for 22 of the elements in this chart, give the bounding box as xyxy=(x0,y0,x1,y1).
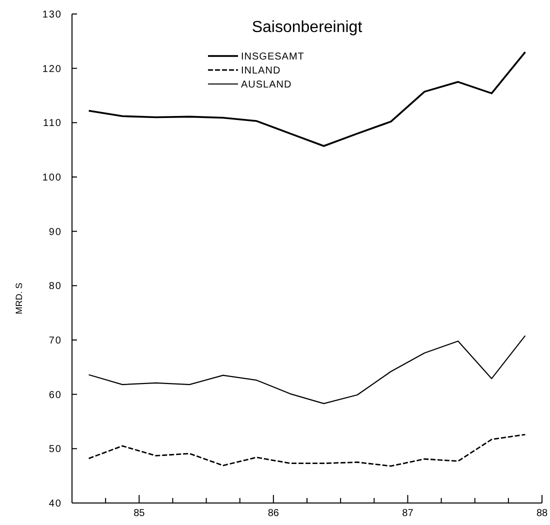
y-tick-label: 80 xyxy=(48,281,62,292)
line-series xyxy=(88,434,526,467)
y-tick-label: 90 xyxy=(48,226,62,238)
x-tick-label: 87 xyxy=(402,508,414,519)
x-tick-label: 88 xyxy=(536,508,548,519)
y-tick-label: 120 xyxy=(42,64,62,75)
y-tick-label: 100 xyxy=(42,172,62,184)
x-tick-label: 85 xyxy=(134,508,146,519)
y-tick-label: 50 xyxy=(48,444,62,456)
y-tick-label: 70 xyxy=(48,336,62,346)
y-tick-label: 60 xyxy=(48,390,62,401)
x-tick-label: 86 xyxy=(268,508,280,519)
y-tick-label: 110 xyxy=(43,118,62,130)
y-axis-title: MRD. S xyxy=(14,282,24,314)
legend-label: INSGESAMT xyxy=(241,52,304,62)
line-series xyxy=(88,51,526,147)
y-tick-label: 40 xyxy=(48,498,62,510)
legend-label: INLAND xyxy=(241,66,281,76)
y-tick-label: 130 xyxy=(42,10,62,20)
chart-subtitle: Saisonbereinigt xyxy=(252,19,363,36)
legend-label: AUSLAND xyxy=(241,80,292,90)
line-series xyxy=(88,335,526,404)
